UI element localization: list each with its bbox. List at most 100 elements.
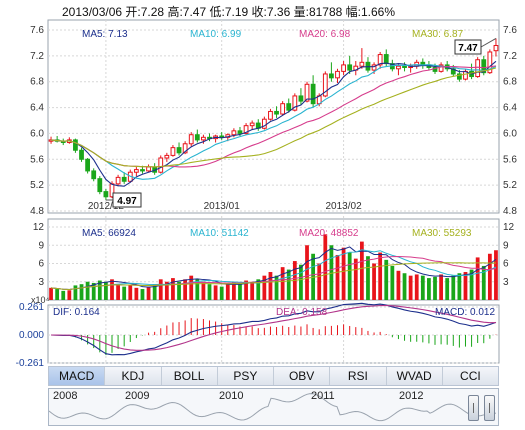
navigator-year-2009: 2009	[125, 390, 150, 402]
volume-bar	[475, 257, 480, 300]
tab-psy[interactable]: PSY	[218, 367, 274, 385]
tab-macd[interactable]: MACD	[49, 367, 106, 385]
volume-bar	[335, 254, 340, 300]
volume-bar	[329, 245, 334, 300]
volume-bar	[231, 281, 236, 300]
volume-bar	[384, 259, 389, 300]
volume-bar	[225, 284, 230, 300]
open-label: 开:	[125, 5, 141, 19]
volume-bar	[73, 285, 78, 300]
price-tick-right: 7.2	[503, 51, 517, 62]
navigator-left-handle[interactable]	[468, 395, 479, 421]
volume-bar	[116, 284, 120, 300]
price-tick-left: 6.0	[30, 128, 44, 139]
price-tick-right: 4.8	[503, 206, 517, 217]
volume-tick-left: 6	[38, 259, 44, 270]
range-navigator[interactable]: 2008 2009 2010 2011 2012	[48, 388, 499, 426]
navigator-year-2011: 2011	[311, 390, 335, 402]
price-tick-right: 6.0	[503, 128, 517, 139]
candle-body	[475, 59, 481, 78]
candle-body	[292, 95, 298, 111]
candle-body	[243, 125, 249, 134]
volume-bar	[158, 279, 163, 300]
price-tick-right: 5.6	[503, 154, 517, 165]
price-tick-left: 5.6	[30, 154, 44, 165]
macd-legend: MACD: 0.012	[435, 307, 495, 318]
price-tick-left: 6.4	[30, 103, 44, 114]
candle-body	[73, 139, 78, 151]
price-legend-item: MA20: 6.98	[299, 29, 351, 40]
tab-rsi[interactable]: RSI	[330, 367, 387, 385]
volume-bar	[323, 234, 328, 300]
price-tick-right: 6.8	[503, 77, 517, 88]
candle-body	[237, 130, 243, 134]
candle-body	[79, 149, 84, 160]
volume-ma-line	[50, 262, 496, 291]
volume-bar	[347, 252, 352, 300]
volume-bar	[262, 275, 267, 300]
low-label: 低:	[209, 5, 225, 19]
volume-bar	[280, 267, 285, 300]
candle-body	[97, 178, 103, 193]
candle-body	[170, 147, 176, 156]
candle-body	[487, 51, 493, 74]
volume-bar	[219, 286, 224, 300]
volume-legend-item: MA20: 48852	[299, 228, 359, 239]
dea-legend: DEA: 0.158	[276, 307, 328, 318]
volume-bar	[317, 263, 322, 300]
volume-legend-item: MA10: 51142	[190, 228, 249, 239]
volume-bar	[183, 279, 188, 300]
close-label: 收:	[251, 5, 267, 19]
candle-body	[268, 110, 273, 120]
date-label: 2013/01	[204, 201, 241, 212]
volume-bar	[359, 241, 364, 300]
tab-obv[interactable]: OBV	[274, 367, 331, 385]
candle-body	[377, 54, 383, 66]
candle-body	[91, 170, 97, 180]
price-panel-frame	[47, 19, 500, 214]
tab-wvad[interactable]: WVAD	[387, 367, 443, 385]
low-value: 7.19	[224, 5, 249, 19]
volume-legend-item: MA5: 66924	[82, 228, 136, 239]
navigator-right-handle[interactable]	[484, 395, 495, 421]
navigator-price-history	[49, 393, 497, 422]
candle-body	[402, 65, 407, 68]
volume-bar	[494, 250, 498, 300]
indicator-tabs: MACD KDJ BOLL PSY OBV RSI WVAD CCI	[48, 366, 499, 386]
candle-body	[85, 158, 91, 172]
candle-body	[158, 157, 164, 173]
candle-body	[280, 103, 286, 115]
volume-bar	[341, 247, 346, 300]
volume-bar	[91, 282, 96, 300]
tab-cci[interactable]: CCI	[460, 369, 481, 383]
macd-tick-left: -0.261	[16, 358, 45, 366]
volume-bar	[171, 278, 175, 300]
volume-label: 量:	[293, 5, 309, 19]
low-callout-value: 4.97	[117, 196, 137, 207]
volume-bar	[469, 269, 474, 300]
candle-body	[493, 45, 499, 52]
volume-bar	[427, 278, 431, 300]
volume-ma-line	[50, 246, 497, 291]
volume-value: 81788	[308, 5, 343, 19]
navigator-year-2008: 2008	[53, 390, 78, 402]
candle-body	[176, 147, 182, 154]
tab-boll[interactable]: BOLL	[162, 367, 218, 385]
volume-unit-label: x10⁴	[31, 295, 50, 305]
volume-bar	[366, 256, 370, 300]
change-value: 1.66%	[361, 5, 396, 19]
volume-bar	[439, 274, 443, 300]
candle-body	[249, 122, 255, 127]
date-label: 2012/12	[88, 201, 125, 212]
candle-body	[298, 95, 304, 102]
stock-chart[interactable]: 7.6 7.6 7.2 7.2 6.8 6.8 6.4 6.4 6.0 6.0 5.6 5.6 5.2 5…	[0, 0, 525, 366]
volume-tick-left: 12	[33, 222, 45, 233]
date-label: 2013/02	[326, 201, 363, 212]
volume-bar	[463, 272, 468, 300]
tab-kdj[interactable]: KDJ	[105, 367, 162, 385]
volume-bar	[481, 265, 486, 300]
volume-bar	[67, 290, 72, 300]
volume-bar	[134, 287, 139, 300]
high-value: 7.47	[182, 5, 207, 19]
volume-bar	[85, 281, 90, 300]
